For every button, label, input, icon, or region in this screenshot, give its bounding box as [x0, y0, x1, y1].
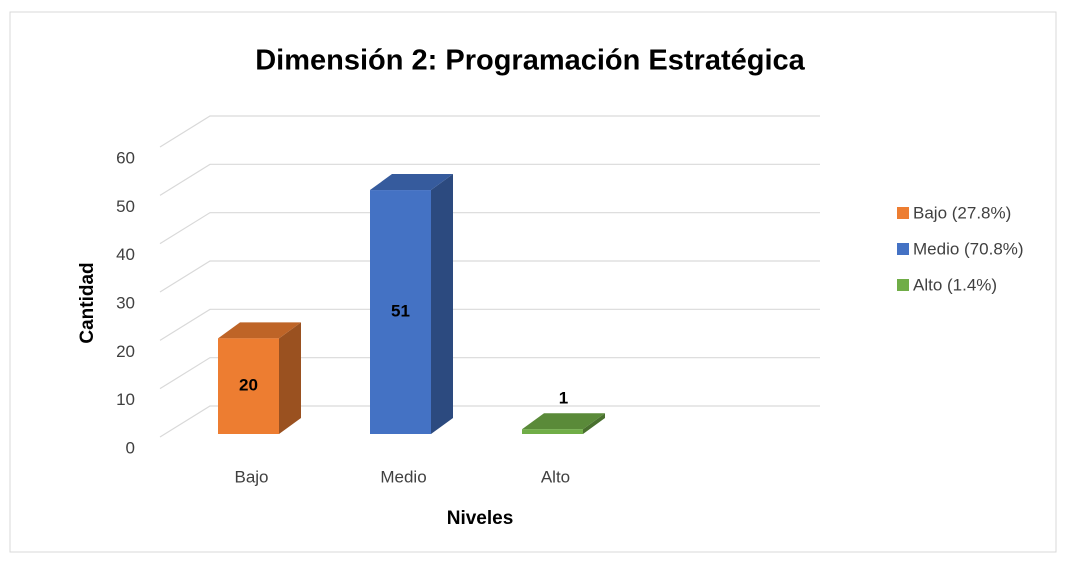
y-axis-label: Cantidad — [77, 262, 98, 343]
legend-swatch — [897, 243, 909, 255]
grid-line — [159, 357, 820, 390]
bar-front — [522, 429, 583, 434]
data-label: 51 — [391, 302, 410, 321]
grid-line — [159, 212, 820, 245]
x-tick-label: Medio — [380, 467, 426, 486]
y-tick-label: 50 — [116, 197, 135, 216]
grid-line — [159, 163, 820, 196]
bar-front — [370, 190, 431, 434]
x-tick-label: Bajo — [234, 467, 268, 486]
bar-top — [370, 174, 453, 191]
bar — [522, 413, 605, 434]
bar — [218, 322, 301, 434]
bar-top — [218, 322, 301, 339]
legend-swatch — [897, 207, 909, 219]
bar-side — [431, 174, 453, 435]
bar-side — [583, 413, 605, 434]
y-tick-label: 60 — [116, 148, 135, 167]
legend-swatch — [897, 279, 909, 291]
grid-line — [159, 405, 820, 438]
x-axis-label: Niveles — [447, 508, 514, 529]
y-tick-label: 0 — [126, 438, 135, 457]
grid-line — [159, 115, 820, 148]
y-tick-label: 10 — [116, 390, 135, 409]
bar-front — [218, 338, 279, 434]
legend-label: Medio (70.8%) — [913, 239, 1024, 258]
data-label: 1 — [559, 389, 568, 408]
y-tick-label: 20 — [116, 342, 135, 361]
chart-title: Dimensión 2: Programación Estratégica — [255, 45, 805, 77]
y-tick-label: 40 — [116, 245, 135, 264]
chart-border — [9, 11, 1057, 553]
grid-line — [159, 308, 820, 341]
bar-top — [522, 413, 605, 430]
grid-line — [159, 260, 820, 293]
bar — [370, 174, 453, 435]
bar-side — [279, 322, 301, 434]
legend-label: Bajo (27.8%) — [913, 203, 1011, 222]
x-tick-label: Alto — [541, 467, 570, 486]
legend-label: Alto (1.4%) — [913, 275, 997, 294]
data-label: 20 — [239, 376, 258, 395]
y-tick-label: 30 — [116, 293, 135, 312]
